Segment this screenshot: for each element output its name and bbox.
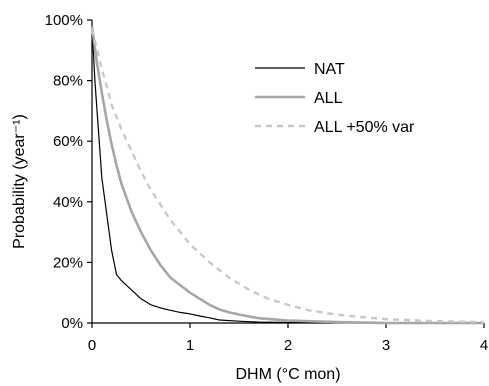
legend-label: ALL +50% var xyxy=(314,119,415,136)
axes xyxy=(91,20,484,324)
x-axis-title: DHM (°C mon) xyxy=(235,366,340,383)
legend: NAT ALL ALL +50% var xyxy=(255,61,415,136)
x-tick-label: 0 xyxy=(88,337,96,354)
legend-label: NAT xyxy=(314,61,345,78)
y-tick-label: 40% xyxy=(53,194,83,211)
series-line-all-50-var xyxy=(90,28,485,324)
series-line-nat xyxy=(91,26,484,324)
legend-label: ALL xyxy=(314,90,343,107)
x-tick-label: 1 xyxy=(186,337,194,354)
y-tick-label: 20% xyxy=(53,254,83,271)
x-ticks: 0 1 2 3 4 xyxy=(88,323,488,354)
y-axis-title: Probability (year⁻¹) xyxy=(11,114,28,249)
y-tick-label: 60% xyxy=(53,133,83,150)
x-tick-label: 4 xyxy=(480,337,488,354)
y-tick-label: 0% xyxy=(61,315,83,332)
y-tick-label: 100% xyxy=(45,12,83,29)
y-tick-label: 80% xyxy=(53,73,83,90)
x-tick-label: 2 xyxy=(284,337,292,354)
series-line-all xyxy=(90,25,484,325)
series-group xyxy=(90,25,485,325)
y-ticks: 0% 20% 40% 60% 80% 100% xyxy=(45,12,92,332)
x-tick-label: 3 xyxy=(382,337,390,354)
